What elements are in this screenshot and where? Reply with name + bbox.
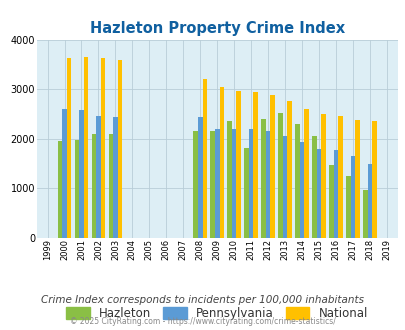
- Bar: [79, 110, 83, 238]
- Bar: [354, 120, 359, 238]
- Bar: [282, 136, 287, 238]
- Bar: [67, 58, 71, 238]
- Bar: [265, 131, 270, 238]
- Legend: Hazleton, Pennsylvania, National: Hazleton, Pennsylvania, National: [66, 307, 367, 320]
- Bar: [219, 86, 224, 238]
- Bar: [244, 148, 248, 238]
- Bar: [270, 95, 274, 238]
- Bar: [333, 150, 337, 238]
- Bar: [277, 114, 282, 238]
- Bar: [202, 79, 207, 238]
- Bar: [320, 114, 325, 238]
- Bar: [100, 58, 105, 238]
- Bar: [198, 117, 202, 238]
- Title: Hazleton Property Crime Index: Hazleton Property Crime Index: [90, 21, 344, 36]
- Bar: [328, 165, 333, 238]
- Bar: [231, 129, 236, 238]
- Bar: [236, 91, 241, 238]
- Text: Crime Index corresponds to incidents per 100,000 inhabitants: Crime Index corresponds to incidents per…: [41, 295, 364, 305]
- Bar: [287, 101, 291, 238]
- Bar: [62, 109, 67, 238]
- Bar: [58, 141, 62, 238]
- Bar: [108, 134, 113, 238]
- Bar: [117, 60, 122, 238]
- Bar: [96, 116, 100, 238]
- Bar: [345, 176, 350, 238]
- Bar: [294, 124, 299, 238]
- Bar: [113, 117, 117, 238]
- Bar: [311, 136, 316, 238]
- Bar: [367, 164, 371, 238]
- Bar: [248, 129, 253, 238]
- Bar: [304, 109, 308, 238]
- Bar: [253, 92, 257, 238]
- Bar: [350, 156, 354, 238]
- Bar: [83, 57, 88, 238]
- Bar: [193, 131, 198, 238]
- Bar: [362, 190, 367, 238]
- Bar: [337, 116, 342, 238]
- Bar: [299, 142, 304, 238]
- Bar: [210, 131, 214, 238]
- Bar: [75, 140, 79, 238]
- Bar: [214, 129, 219, 238]
- Bar: [227, 121, 231, 238]
- Text: © 2025 CityRating.com - https://www.cityrating.com/crime-statistics/: © 2025 CityRating.com - https://www.city…: [70, 317, 335, 326]
- Bar: [92, 134, 96, 238]
- Bar: [371, 121, 376, 238]
- Bar: [260, 119, 265, 238]
- Bar: [316, 149, 320, 238]
